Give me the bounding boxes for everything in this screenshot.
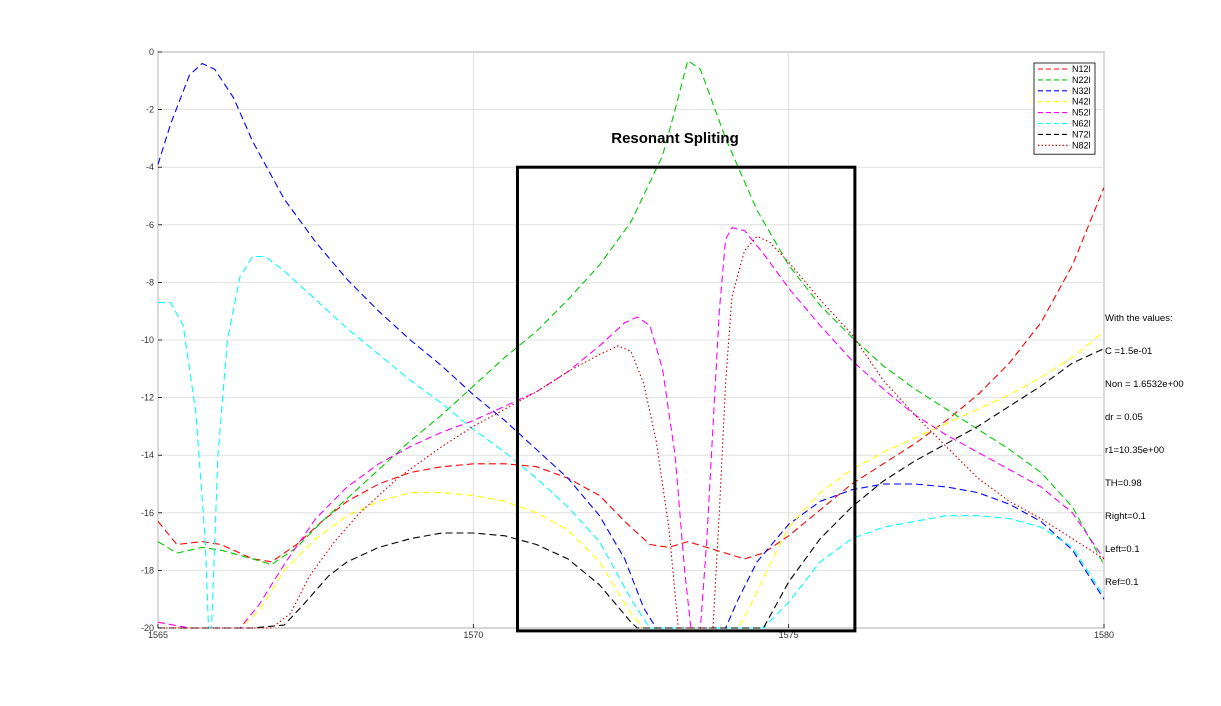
y-tick-label: -6 — [146, 220, 154, 230]
note-line: Right=0.1 — [1105, 511, 1146, 522]
grid — [157, 51, 1105, 629]
y-tick-label: -12 — [141, 393, 154, 403]
legend-label: N32l — [1072, 86, 1091, 96]
legend-label: N22l — [1072, 75, 1091, 85]
note-line: r1=10.35e+00 — [1105, 445, 1165, 456]
note-line: dr = 0.05 — [1105, 412, 1143, 423]
y-tick-label: 0 — [149, 47, 154, 57]
y-tick-label: -2 — [146, 105, 154, 115]
series-line-n32l — [157, 62, 1105, 629]
y-tick-label: -18 — [141, 565, 154, 575]
highlight-box — [515, 165, 857, 633]
y-tick-label: -4 — [146, 162, 154, 172]
chart-title: Resonant Spliting — [611, 130, 739, 147]
note-line: Non = 1.6532e+00 — [1105, 379, 1184, 390]
parameter-note: With the values: C =1.5e-01 Non = 1.6532… — [1105, 291, 1184, 599]
y-tick-label: -16 — [141, 508, 154, 518]
x-tick-label: 1580 — [1094, 630, 1114, 640]
series-line-n22l — [157, 60, 1105, 566]
axes: 1565 1570 1575 1580 0 -2 -4 -6 -8 -10 -12 -14 -16 -18… — [141, 47, 1114, 640]
note-line: With the values: — [1105, 313, 1173, 324]
series-group — [157, 60, 1105, 629]
legend-label: N72l — [1072, 129, 1091, 139]
series-line-n12l — [157, 187, 1105, 563]
series-line-n42l — [157, 330, 1105, 629]
note-line: Left=0.1 — [1105, 544, 1140, 555]
legend-label: N62l — [1072, 119, 1091, 129]
x-tick-label: 1570 — [463, 630, 483, 640]
note-line: Ref=0.1 — [1105, 577, 1139, 588]
legend-label: N52l — [1072, 108, 1091, 118]
legend-label: N82l — [1072, 140, 1091, 150]
y-tick-label: -14 — [141, 450, 154, 460]
y-tick-label: -20 — [141, 623, 154, 633]
y-tick-label: -10 — [141, 335, 154, 345]
legend-box — [1033, 62, 1096, 155]
y-tick-label: -8 — [146, 277, 154, 287]
series-line-n52l — [157, 227, 1105, 629]
x-tick-label: 1565 — [148, 630, 168, 640]
note-line: C =1.5e-01 — [1105, 346, 1153, 357]
series-line-n82l — [158, 235, 1105, 629]
note-line: TH=0.98 — [1105, 478, 1142, 489]
series-line-n62l — [158, 255, 1105, 629]
legend-label: N42l — [1072, 97, 1091, 107]
x-tick-label: 1575 — [779, 630, 799, 640]
series-line-n72l — [158, 348, 1105, 629]
legend-label: N12l — [1072, 64, 1091, 74]
